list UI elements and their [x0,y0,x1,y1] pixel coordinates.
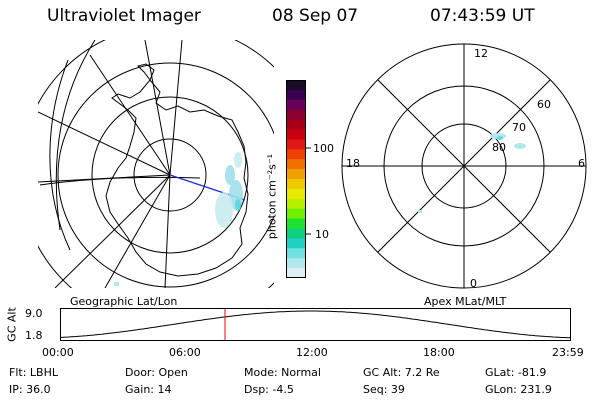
mlat-label-60: 60 [537,98,551,111]
altitude-xtick-0000: 00:00 [42,346,74,359]
mlat-label-80: 80 [492,141,506,154]
colorbar-band [286,179,306,190]
altitude-plot [60,308,571,341]
colorbar-band [286,89,306,101]
colorbar-band [286,258,306,269]
colorbar-ticks [306,147,311,235]
colorbar-band [286,228,306,239]
geographic-projection-label: Geographic Lat/Lon [70,295,178,308]
mlt-label-12: 12 [474,47,488,60]
gain-status: Gain: 14 [125,383,172,396]
altitude-ylabel: GC Alt [5,307,19,342]
mlat-label-70: 70 [512,121,526,134]
colorbar-band [286,188,306,200]
mlt-label-0: 0 [470,277,477,290]
glat-status: GLat: -81.9 [485,366,547,379]
mode-status: Mode: Normal [244,366,321,379]
time-label: 07:43:59 UT [430,6,535,26]
colorbar-band [286,238,306,249]
altitude-xtick-1800: 18:00 [423,346,455,359]
colorbar-tick-100: 100 [313,142,334,155]
colorbar-band [286,268,306,278]
door-status: Door: Open [125,366,188,379]
mlt-label-6: 6 [578,157,585,170]
colorbar-band [286,99,306,111]
colorbar-band [286,139,306,150]
colorbar-band [286,159,306,170]
altitude-xtick-1200: 12:00 [296,346,328,359]
instrument-title: Ultraviolet Imager [47,6,201,26]
colorbar-tick-10: 10 [315,228,329,241]
colorbar-band [286,80,306,91]
colorbar-band [286,119,306,130]
colorbar-band [286,149,306,160]
seq-status: Seq: 39 [363,383,405,396]
gc-alt-status: GC Alt: 7.2 Re [363,366,440,379]
colorbar-label: photon cm⁻²s⁻¹ [265,153,279,240]
colorbar-band [286,198,306,210]
apex-projection-label: Apex MLat/MLT [424,295,507,308]
mlat-mlt-plot [341,43,587,289]
altitude-ytick-9: 9.0 [25,307,43,320]
date-label: 08 Sep 07 [272,6,359,26]
colorbar-band [286,169,306,180]
colorbar-band [286,129,306,140]
filter-status: Flt: LBHL [9,366,58,379]
colorbar-band [286,208,306,220]
colorbar [286,80,306,278]
glon-status: GLon: 231.9 [485,383,552,396]
altitude-xtick-0600: 06:00 [169,346,201,359]
colorbar-band [286,109,306,121]
colorbar-band [286,248,306,259]
colorbar-band [286,218,306,229]
altitude-ytick-1-8: 1.8 [25,329,43,342]
ip-status: IP: 36.0 [9,383,51,396]
mlt-label-18: 18 [346,157,360,170]
dsp-status: Dsp: -4.5 [244,383,294,396]
altitude-xtick-2359: 23:59 [552,346,584,359]
geographic-map [38,40,274,288]
